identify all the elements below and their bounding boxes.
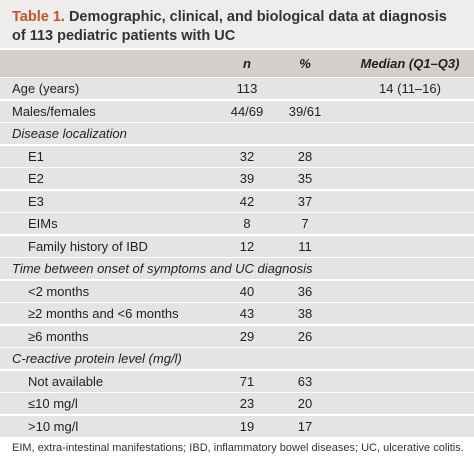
table-row: ≤10 mg/l 23 20 (0, 393, 474, 414)
table-row: ≥2 months and <6 months 43 38 (0, 303, 474, 324)
row-label: <2 months (28, 283, 90, 299)
cell-n: 19 (239, 418, 255, 434)
section-row: Disease localization (0, 123, 474, 144)
row-label: E1 (28, 148, 44, 164)
cell-n: 40 (239, 283, 255, 299)
cell-n: 113 (236, 81, 258, 96)
row-label: >10 mg/l (28, 418, 79, 434)
row-label: ≤10 mg/l (28, 396, 78, 411)
cell-percent: 38 (297, 306, 313, 321)
table-row: >10 mg/l 19 17 (0, 415, 474, 437)
cell-percent: 35 (297, 171, 313, 186)
cell-n: 39 (239, 171, 255, 186)
cell-percent: 63 (297, 373, 313, 389)
column-header: % (299, 56, 311, 71)
table-title: Table 1. Demographic, clinical, and biol… (0, 0, 474, 48)
table-row: Not available 71 63 (0, 370, 474, 392)
cell-n: 8 (243, 216, 251, 231)
cell-median: 14 (11–16) (379, 81, 441, 96)
section-row: Time between onset of symptoms and UC di… (0, 258, 474, 279)
column-header: Median (Q1–Q3) (360, 56, 460, 71)
cell-percent: 20 (297, 396, 313, 411)
row-label: ≥6 months (28, 328, 89, 344)
cell-n: 71 (239, 373, 255, 389)
table-row: ≥6 months 29 26 (0, 325, 474, 347)
table-row: EIMs 8 7 (0, 213, 474, 234)
row-label: ≥2 months and <6 months (28, 306, 179, 321)
table-row: Age (years) 113 14 (11–16) (0, 78, 474, 99)
table-row: Family history of IBD 12 11 (0, 235, 474, 257)
section-row: C-reactive protein level (mg/l) (0, 348, 474, 369)
cell-n: 12 (239, 238, 255, 254)
row-label: Not available (28, 373, 104, 389)
cell-percent: 36 (297, 283, 313, 299)
table-row: E1 32 28 (0, 145, 474, 167)
column-header: n (243, 56, 251, 71)
row-label: Males/females (12, 103, 96, 119)
cell-percent: 26 (297, 328, 313, 344)
table-number: Table 1. (12, 9, 65, 25)
row-label: Age (years) (12, 81, 80, 96)
cell-percent: 11 (298, 238, 312, 254)
cell-percent: 39/61 (288, 103, 322, 119)
table-row: Males/females 44/69 39/61 (0, 100, 474, 122)
section-label: C-reactive protein level (mg/l) (12, 351, 182, 366)
section-label: Disease localization (12, 126, 127, 141)
cell-percent: 28 (297, 148, 313, 164)
cell-n: 44/69 (230, 103, 264, 119)
cell-n: 29 (239, 328, 255, 344)
cell-n: 23 (239, 396, 255, 411)
title-text: Demographic, clinical, and biological da… (12, 9, 447, 44)
table-row: E3 42 37 (0, 190, 474, 212)
row-label: Family history of IBD (28, 238, 148, 254)
row-label: E2 (28, 171, 44, 186)
section-label: Time between onset of symptoms and UC di… (12, 261, 313, 276)
cell-percent: 17 (297, 418, 313, 434)
cell-percent: 37 (297, 193, 313, 209)
row-label: EIMs (28, 216, 58, 231)
footnote: EIM, extra-intestinal manifestations; IB… (12, 442, 464, 454)
row-label: E3 (28, 193, 44, 209)
cell-n: 43 (239, 306, 255, 321)
cell-percent: 7 (301, 216, 309, 231)
header-row: n% Median (Q1–Q3) (0, 50, 474, 77)
cell-n: 32 (239, 148, 255, 164)
table-row: <2 months 40 36 (0, 280, 474, 302)
cell-n: 42 (239, 193, 255, 209)
table-row: E2 39 35 (0, 168, 474, 189)
